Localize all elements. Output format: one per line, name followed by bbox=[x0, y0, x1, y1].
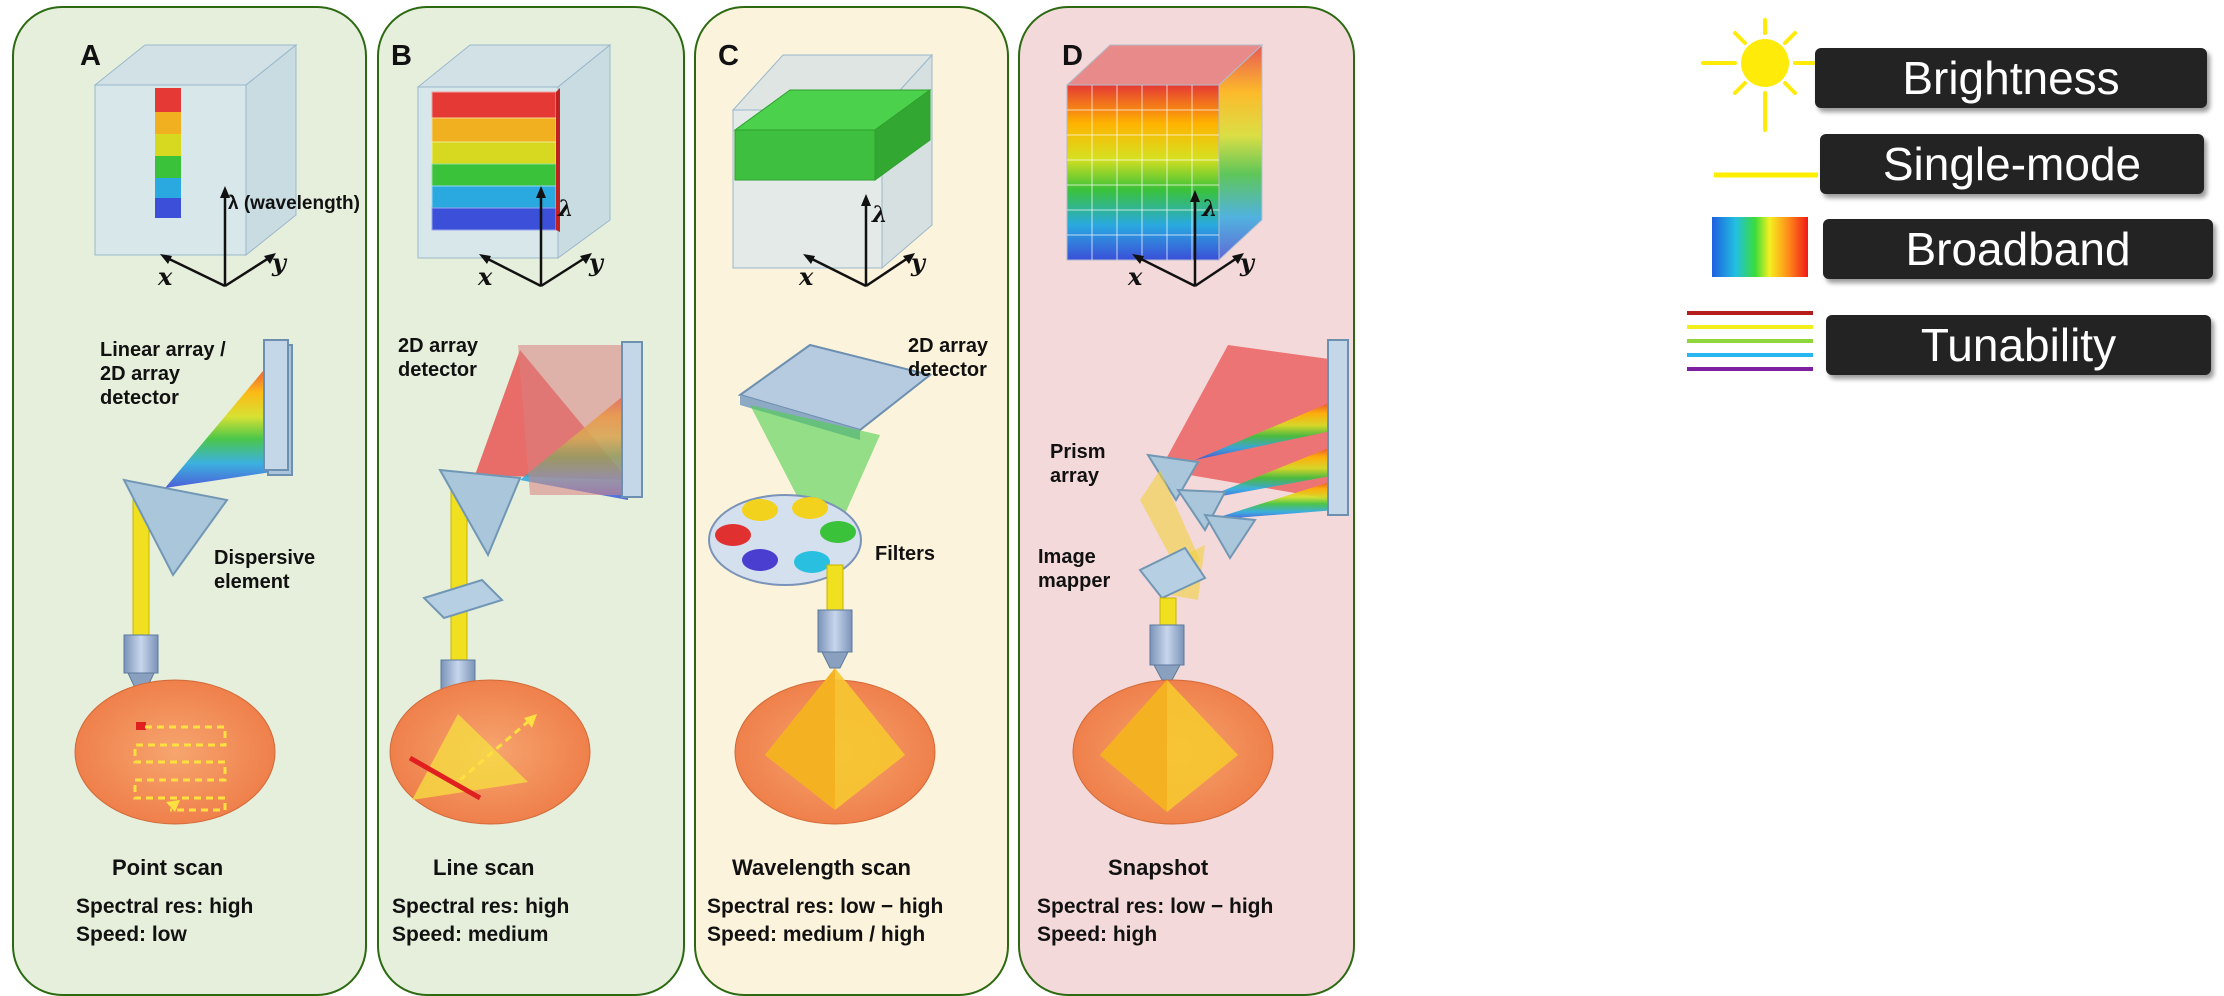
panel-letter: C bbox=[718, 40, 739, 72]
legend-single-mode: Single-mode bbox=[1820, 134, 2204, 194]
detector-label: 2D array detector bbox=[908, 335, 989, 381]
image-mapper-label: Image mapper bbox=[1038, 546, 1111, 592]
panel-b-graphics bbox=[389, 43, 643, 825]
x-axis-label: x bbox=[1128, 262, 1143, 291]
panel-title: Snapshot bbox=[1108, 855, 1209, 880]
spectral-resolution: Spectral res: low − high bbox=[707, 895, 944, 918]
speed: Speed: low bbox=[76, 923, 187, 946]
detector-label: Linear array / 2D array detector bbox=[100, 339, 226, 409]
panel-title: Line scan bbox=[433, 855, 535, 880]
panel-letter: B bbox=[391, 40, 412, 72]
legend-broadband: Broadband bbox=[1823, 219, 2213, 279]
speed: Speed: medium bbox=[392, 923, 549, 946]
panel-title: Wavelength scan bbox=[732, 855, 911, 880]
panel-a-graphics bbox=[74, 43, 298, 825]
spectral-resolution: Spectral res: high bbox=[76, 895, 254, 918]
panel-c-graphics bbox=[708, 53, 936, 825]
legend-tunability: Tunability bbox=[1826, 315, 2211, 375]
wavelength-axis-label: λ bbox=[558, 196, 574, 222]
y-axis-label: y bbox=[1240, 248, 1254, 277]
detector-label: 2D array detector bbox=[398, 335, 479, 381]
x-axis-label: x bbox=[478, 262, 493, 291]
filters-label: Filters bbox=[875, 543, 936, 565]
y-axis-label: y bbox=[589, 248, 603, 277]
panel-letter: D bbox=[1062, 40, 1083, 72]
prism-array-label: Prism array bbox=[1050, 441, 1106, 487]
y-axis-label: y bbox=[272, 248, 286, 277]
wavelength-axis-label: λ (wavelength) bbox=[228, 193, 360, 214]
spectral-resolution: Spectral res: low − high bbox=[1037, 895, 1274, 918]
multi-line-icon bbox=[1687, 311, 1813, 371]
wavelength-axis-label: λ bbox=[1202, 196, 1218, 222]
x-axis-label: x bbox=[158, 262, 173, 291]
spectrum-swatch-icon bbox=[1712, 217, 1808, 277]
panel-d-graphics bbox=[1065, 43, 1349, 825]
sun-icon bbox=[1701, 18, 1817, 132]
legend-brightness: Brightness bbox=[1815, 48, 2207, 108]
speed: Speed: medium / high bbox=[707, 923, 926, 946]
panel-letter: A bbox=[80, 40, 101, 72]
dispersive-element-label: Dispersive element bbox=[214, 547, 316, 593]
y-axis-label: y bbox=[911, 248, 925, 277]
wavelength-axis-label: λ bbox=[872, 202, 888, 228]
x-axis-label: x bbox=[799, 262, 814, 291]
panel-title: Point scan bbox=[112, 855, 224, 880]
spectral-resolution: Spectral res: high bbox=[392, 895, 570, 918]
speed: Speed: high bbox=[1037, 923, 1158, 946]
